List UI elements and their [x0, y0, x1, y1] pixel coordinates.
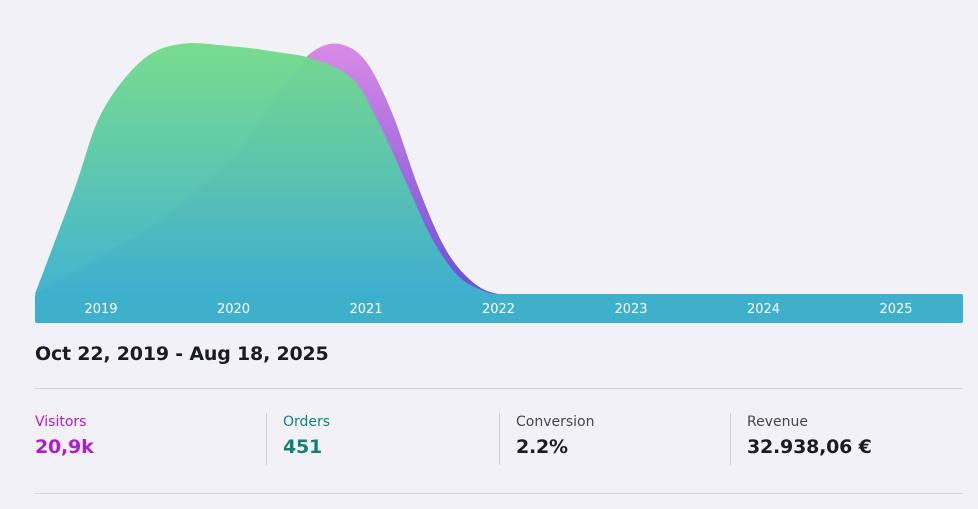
stat-visitors-label: Visitors — [35, 414, 87, 430]
stat-conversion[interactable]: Conversion 2.2% — [516, 413, 595, 465]
stat-revenue[interactable]: Revenue 32.938,06 € — [747, 413, 872, 465]
x-axis-ticks: 2019 2020 2021 2022 2023 2024 2025 — [84, 302, 912, 317]
stat-orders-label: Orders — [283, 414, 331, 430]
stat-conversion-label: Conversion — [516, 414, 595, 430]
x-tick-label: 2023 — [614, 302, 647, 317]
stat-separator — [499, 413, 500, 465]
stat-visitors[interactable]: Visitors 20,9k — [35, 413, 94, 465]
stat-revenue-value: 32.938,06 € — [747, 436, 872, 458]
divider-bottom — [35, 493, 963, 494]
stat-separator — [730, 413, 731, 465]
date-range-label: Oct 22, 2019 - Aug 18, 2025 — [35, 343, 329, 365]
x-tick-label: 2022 — [482, 302, 515, 317]
x-tick-label: 2025 — [879, 302, 912, 317]
divider-top — [35, 388, 963, 389]
x-tick-label: 2024 — [747, 302, 780, 317]
stat-conversion-value: 2.2% — [516, 436, 568, 458]
stat-orders-value: 451 — [283, 436, 323, 458]
stat-separator — [266, 413, 267, 465]
stat-revenue-label: Revenue — [747, 414, 808, 430]
stat-orders[interactable]: Orders 451 — [283, 413, 330, 465]
x-tick-label: 2021 — [349, 302, 382, 317]
x-tick-label: 2019 — [84, 302, 117, 317]
sales-area-chart: 2019 2020 2021 2022 2023 2024 2025 — [35, 43, 963, 323]
stat-visitors-value: 20,9k — [35, 436, 94, 458]
area-series-green — [35, 43, 963, 294]
chart-areas — [35, 43, 963, 295]
x-tick-label: 2020 — [217, 302, 250, 317]
x-axis-band — [35, 294, 963, 323]
area-chart-svg: 2019 2020 2021 2022 2023 2024 2025 — [35, 43, 963, 323]
stats-row: Visitors 20,9k Orders 451 Conversion 2.2… — [35, 413, 963, 465]
